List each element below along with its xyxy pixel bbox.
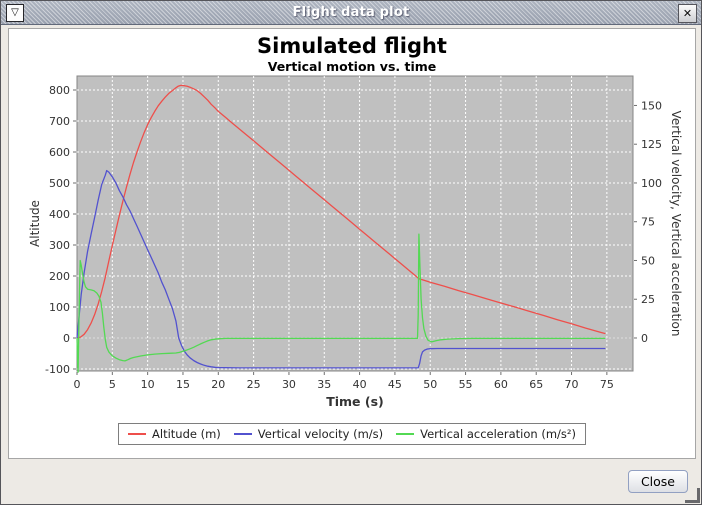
legend-swatch-icon xyxy=(128,433,147,435)
svg-text:75: 75 xyxy=(600,378,614,391)
svg-text:700: 700 xyxy=(49,115,70,128)
legend-label: Altitude (m) xyxy=(152,427,221,441)
svg-text:70: 70 xyxy=(565,378,579,391)
svg-text:0: 0 xyxy=(74,378,81,391)
titlebar-close-button[interactable]: ✕ xyxy=(678,4,697,23)
svg-text:600: 600 xyxy=(49,146,70,159)
series-line xyxy=(76,233,606,373)
x-axis-label: Time (s) xyxy=(326,394,384,409)
close-x-icon: ✕ xyxy=(682,7,693,20)
svg-text:300: 300 xyxy=(49,239,70,252)
svg-text:10: 10 xyxy=(141,378,155,391)
chart-svg: 0 5 10 15 20 25 30 35 40 45 50 55 60 65 70 75 -100 0 100 20… xyxy=(28,75,683,409)
svg-text:100: 100 xyxy=(49,301,70,314)
svg-text:200: 200 xyxy=(49,270,70,283)
legend-item: Altitude (m) xyxy=(128,427,221,441)
svg-text:50: 50 xyxy=(423,378,437,391)
svg-text:20: 20 xyxy=(211,378,225,391)
svg-text:15: 15 xyxy=(176,378,190,391)
right-axis-label: Vertical velocity, Vertical acceleration xyxy=(669,111,683,337)
titlebar[interactable]: ▽ Flight data plot ✕ xyxy=(1,1,701,25)
legend-item: Vertical acceleration (m/s²) xyxy=(396,427,576,441)
svg-text:-100: -100 xyxy=(45,363,70,376)
axis-ticks xyxy=(73,89,637,375)
svg-text:0: 0 xyxy=(63,332,70,345)
legend-swatch-icon xyxy=(233,433,252,435)
svg-text:5: 5 xyxy=(109,378,116,391)
svg-text:75: 75 xyxy=(641,216,655,229)
legend-label: Vertical velocity (m/s) xyxy=(257,427,384,441)
svg-text:40: 40 xyxy=(353,378,367,391)
svg-text:500: 500 xyxy=(49,177,70,190)
svg-text:125: 125 xyxy=(641,138,662,151)
svg-text:60: 60 xyxy=(494,378,508,391)
svg-text:35: 35 xyxy=(317,378,331,391)
system-menu-triangle-icon: ▽ xyxy=(11,7,19,18)
plot-area xyxy=(76,75,634,372)
legend-swatch-icon xyxy=(396,433,415,435)
svg-text:30: 30 xyxy=(282,378,296,391)
svg-text:0: 0 xyxy=(641,332,648,345)
svg-text:100: 100 xyxy=(641,177,662,190)
svg-text:400: 400 xyxy=(49,208,70,221)
svg-text:150: 150 xyxy=(641,99,662,112)
left-axis-label: Altitude xyxy=(28,200,42,247)
svg-text:25: 25 xyxy=(641,293,655,306)
svg-text:65: 65 xyxy=(529,378,543,391)
chart-title: Simulated flight xyxy=(257,34,447,58)
legend-label: Vertical acceleration (m/s²) xyxy=(420,427,576,441)
svg-text:45: 45 xyxy=(388,378,402,391)
series-line xyxy=(76,84,606,339)
system-menu-button[interactable]: ▽ xyxy=(6,4,24,22)
svg-text:50: 50 xyxy=(641,254,655,267)
svg-text:800: 800 xyxy=(49,84,70,97)
series-line xyxy=(76,169,606,369)
window-title: Flight data plot xyxy=(292,5,410,20)
legend-item: Vertical velocity (m/s) xyxy=(233,427,384,441)
chart-panel: Simulated flight Vertical motion vs. tim… xyxy=(9,29,695,458)
svg-text:55: 55 xyxy=(459,378,473,391)
axis-tick-labels: 0 5 10 15 20 25 30 35 40 45 50 55 60 65 70 75 -100 0 100 20… xyxy=(45,84,662,391)
close-button[interactable]: Close xyxy=(627,470,688,493)
resize-grip[interactable] xyxy=(685,488,700,503)
chart-subtitle: Vertical motion vs. time xyxy=(267,59,437,74)
legend: Altitude (m) Vertical velocity (m/s) Verti… xyxy=(118,423,586,445)
svg-text:25: 25 xyxy=(247,378,261,391)
